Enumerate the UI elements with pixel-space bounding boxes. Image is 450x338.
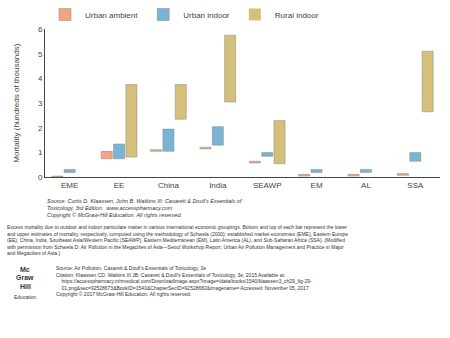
svg-text:SEAWP: SEAWP: [253, 181, 282, 190]
svg-text:Urban indoor: Urban indoor: [183, 11, 230, 20]
svg-text:Source: Curtis D. Klaassen, Jo: Source: Curtis D. Klaassen, John B. Watk…: [47, 198, 242, 218]
svg-text:Urban ambient: Urban ambient: [85, 11, 138, 20]
svg-text:India: India: [209, 181, 227, 190]
svg-text:EME: EME: [61, 181, 78, 190]
svg-text:China: China: [158, 181, 179, 190]
svg-text:SSA: SSA: [407, 181, 424, 190]
svg-text:Mortality (hundreds of thousan: Mortality (hundreds of thousands): [12, 43, 21, 163]
svg-text:Hill: Hill: [20, 283, 31, 290]
svg-text:Rural indoor: Rural indoor: [275, 11, 319, 20]
svg-text:6: 6: [38, 25, 43, 34]
svg-text:5: 5: [38, 50, 43, 59]
svg-text:Source: Air Pollution, Casaret: Source: Air Pollution, Casarett & Doull'…: [56, 265, 312, 297]
svg-text:2: 2: [38, 124, 43, 133]
svg-text:EM: EM: [311, 181, 323, 190]
svg-text:0: 0: [38, 173, 43, 182]
svg-text:Excess mortality due to outdoo: Excess mortality due to outdoor and indo…: [7, 224, 348, 256]
svg-text:4: 4: [38, 74, 43, 83]
svg-text:Mc: Mc: [20, 266, 30, 273]
svg-text:Graw: Graw: [16, 274, 34, 281]
svg-text:3: 3: [38, 99, 43, 108]
svg-text:1: 1: [38, 148, 43, 157]
svg-text:AL: AL: [361, 181, 371, 190]
svg-text:Education: Education: [14, 294, 36, 300]
svg-text:EE: EE: [114, 181, 125, 190]
